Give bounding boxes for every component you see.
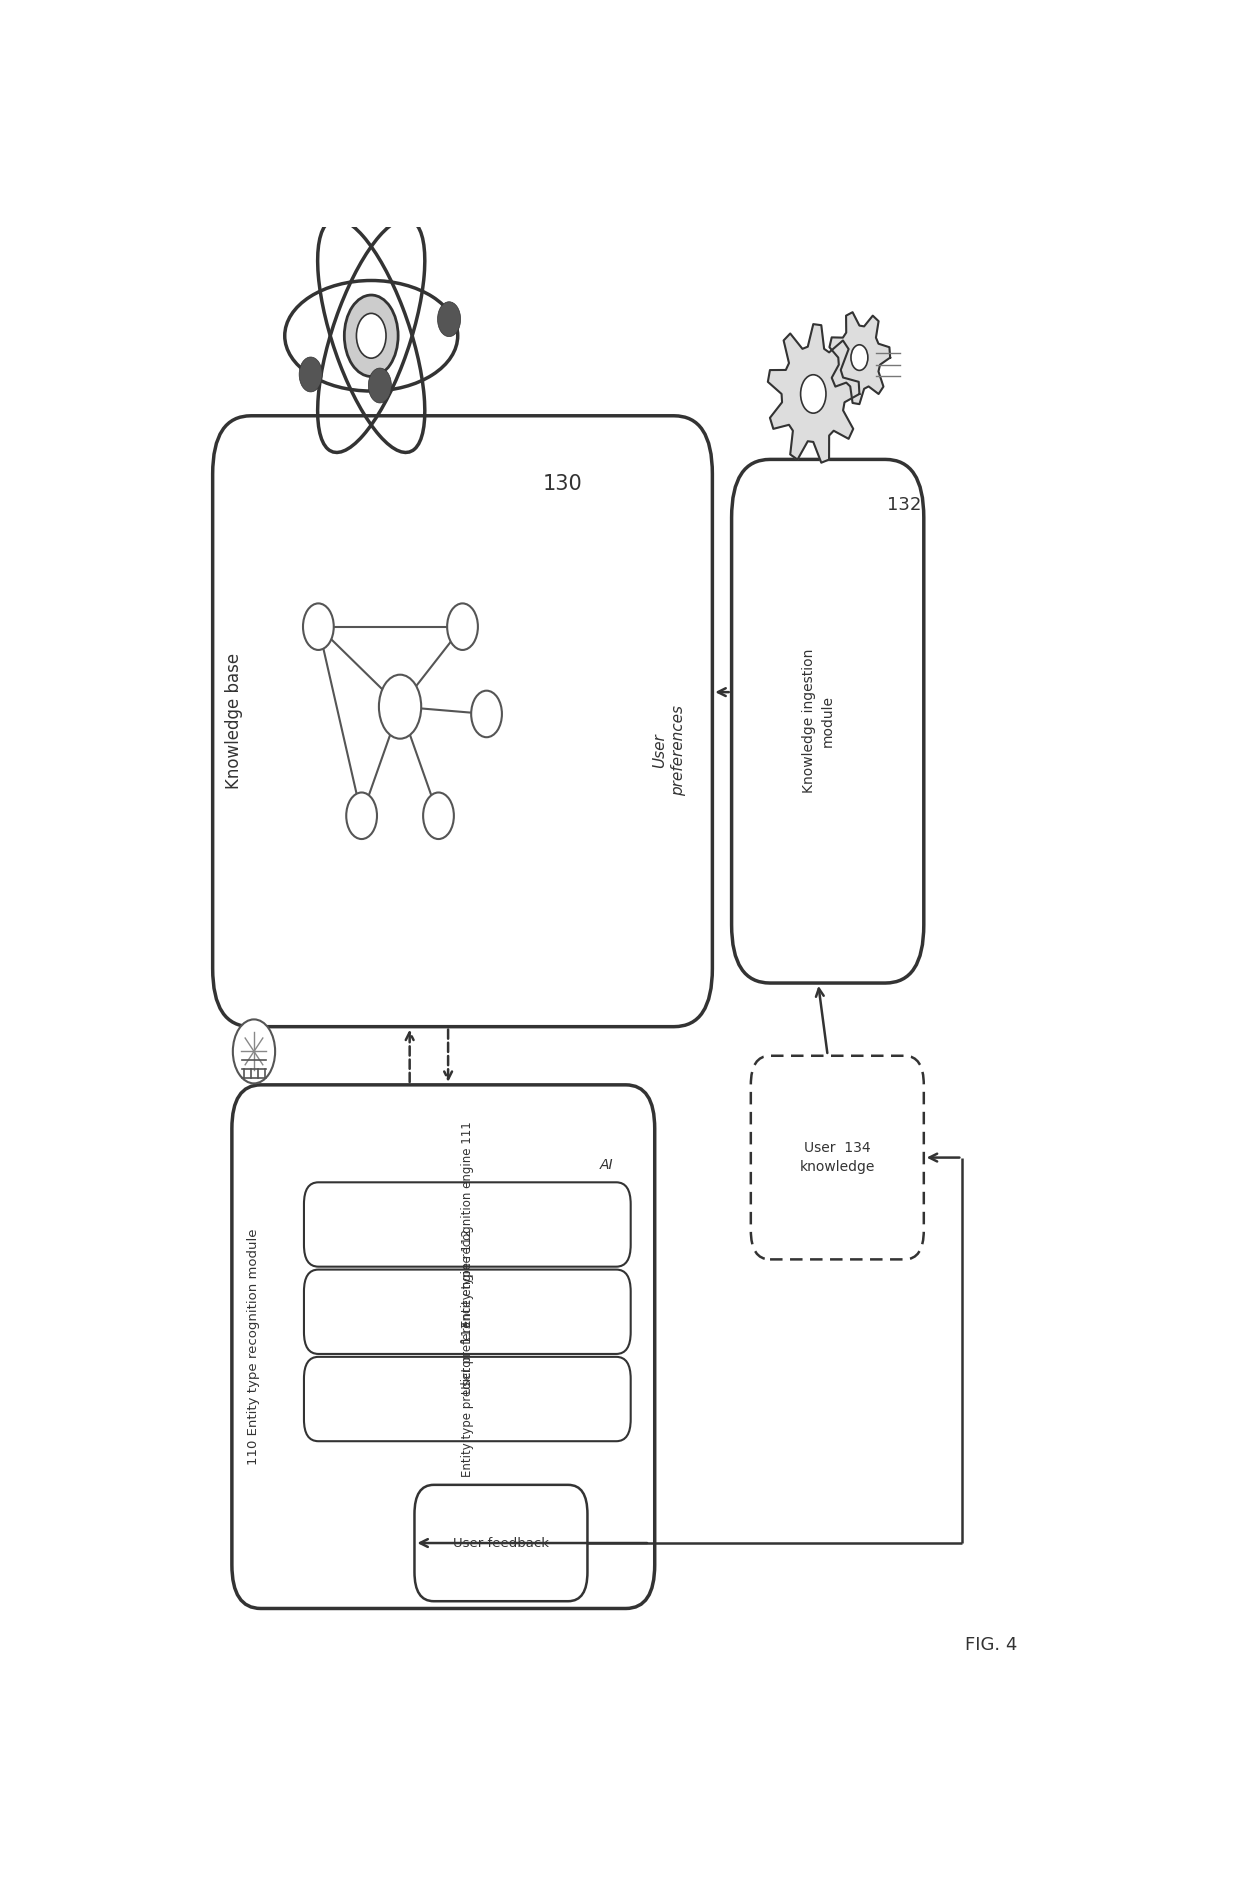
Text: 130: 130 [543, 474, 583, 493]
Text: Knowledge ingestion
module: Knowledge ingestion module [802, 650, 835, 793]
Circle shape [346, 793, 377, 839]
FancyBboxPatch shape [213, 416, 713, 1028]
Circle shape [801, 374, 826, 414]
Text: User
preferences: User preferences [652, 705, 687, 795]
Circle shape [471, 691, 502, 737]
FancyBboxPatch shape [304, 1356, 631, 1441]
Polygon shape [768, 325, 859, 463]
FancyBboxPatch shape [414, 1485, 588, 1602]
Circle shape [423, 793, 454, 839]
FancyBboxPatch shape [732, 459, 924, 982]
Circle shape [368, 368, 392, 402]
FancyBboxPatch shape [232, 1084, 655, 1609]
Circle shape [448, 603, 477, 650]
Text: 110 Entity type recognition module: 110 Entity type recognition module [247, 1228, 259, 1464]
Text: Entity type recognition engine 111: Entity type recognition engine 111 [461, 1122, 474, 1328]
Text: User  134
knowledge: User 134 knowledge [800, 1141, 875, 1175]
Text: Knowledge base: Knowledge base [224, 654, 243, 790]
Circle shape [379, 674, 422, 739]
Text: AI: AI [600, 1158, 614, 1171]
Circle shape [303, 603, 334, 650]
Circle shape [299, 357, 322, 391]
FancyBboxPatch shape [304, 1269, 631, 1354]
Circle shape [356, 314, 386, 359]
FancyBboxPatch shape [751, 1056, 924, 1260]
Circle shape [233, 1020, 275, 1084]
FancyBboxPatch shape [304, 1183, 631, 1268]
Text: 132: 132 [888, 495, 921, 514]
Polygon shape [830, 312, 890, 404]
Text: FIG. 4: FIG. 4 [965, 1636, 1017, 1655]
Circle shape [438, 302, 460, 336]
Text: User preference engine 112: User preference engine 112 [461, 1230, 474, 1394]
Circle shape [345, 295, 398, 376]
Circle shape [851, 346, 868, 370]
Text: Entity type predictor   113: Entity type predictor 113 [461, 1320, 474, 1477]
Text: User feedback: User feedback [453, 1536, 549, 1549]
